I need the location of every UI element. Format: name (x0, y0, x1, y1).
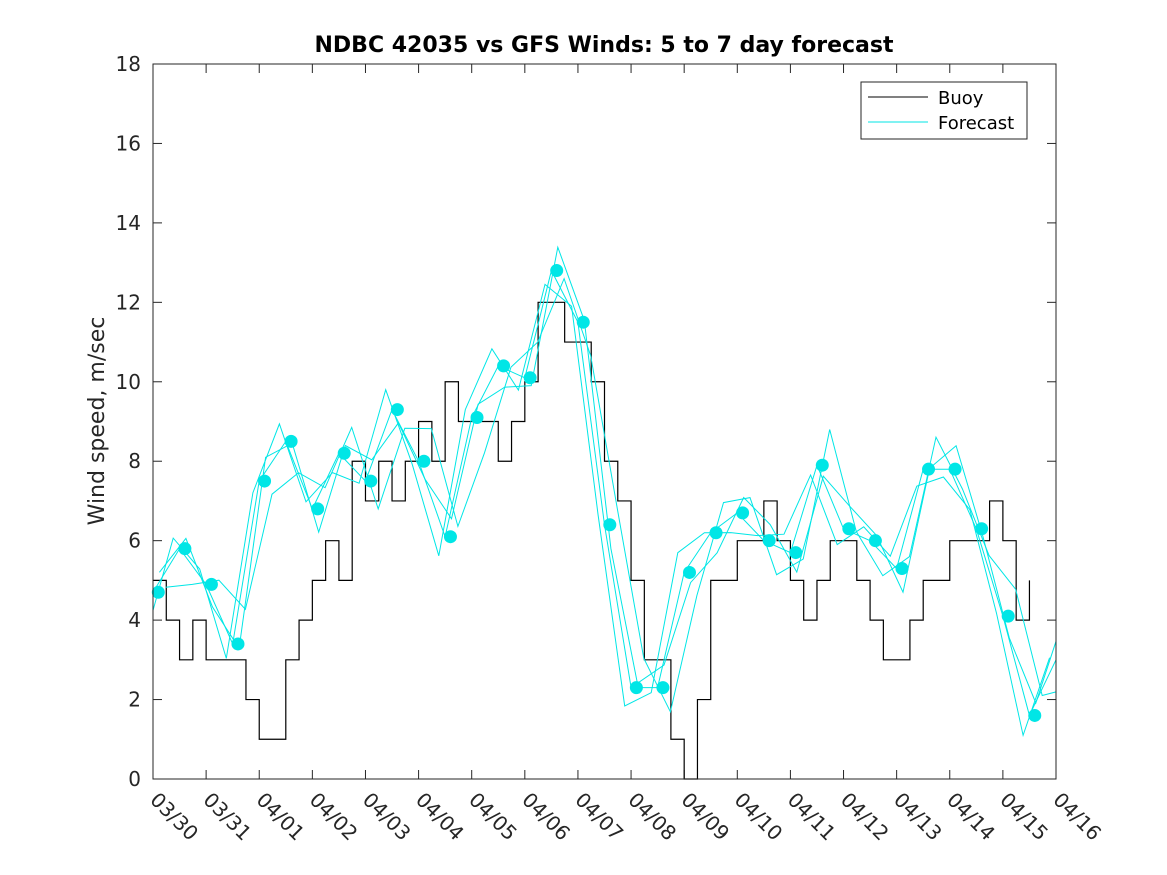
plot-frame (152, 63, 1057, 780)
forecast-point (948, 462, 962, 476)
forecast-point (975, 522, 989, 536)
chart-title: NDBC 42035 vs GFS Winds: 5 to 7 day fore… (315, 33, 894, 58)
y-tick-label: 6 (128, 529, 141, 553)
forecast-point (258, 474, 272, 488)
forecast-point (497, 359, 511, 373)
y-tick-label: 10 (116, 370, 141, 394)
forecast-line (165, 277, 1057, 714)
forecast-point (709, 526, 723, 540)
forecast-point (576, 315, 590, 329)
forecast-point (204, 577, 218, 591)
forecast-point (390, 403, 404, 417)
legend: Buoy Forecast (860, 81, 1028, 140)
forecast-point (470, 411, 484, 425)
y-tick-label: 4 (128, 608, 141, 632)
forecast-point (868, 534, 882, 548)
forecast-point (762, 534, 776, 548)
forecast-point (1028, 708, 1042, 722)
forecast-point (656, 681, 670, 695)
forecast-point (815, 458, 829, 472)
forecast-point (178, 542, 192, 556)
forecast-point (603, 518, 617, 532)
forecast-point (682, 565, 696, 579)
forecast-point (284, 434, 298, 448)
legend-buoy-label: Buoy (938, 88, 984, 109)
y-tick-label: 2 (128, 688, 141, 712)
forecast-point (231, 637, 245, 651)
forecast-point (311, 502, 325, 516)
y-axis: 0 2 4 6 8 10 12 14 16 18 (116, 52, 1056, 791)
forecast-point (364, 474, 378, 488)
forecast-point (550, 264, 564, 278)
buoy-line (153, 301, 1031, 780)
forecast-point (337, 446, 351, 460)
y-tick-label: 16 (116, 131, 141, 155)
forecast-markers (151, 264, 1042, 722)
y-axis-label: Wind speed, m/sec (85, 317, 110, 526)
legend-forecast-label: Forecast (938, 113, 1014, 134)
y-tick-label: 14 (116, 211, 141, 235)
forecast-point (523, 371, 537, 385)
forecast-point (1001, 609, 1015, 623)
forecast-point (629, 681, 643, 695)
buoy-series (153, 301, 1031, 780)
y-tick-label: 18 (116, 52, 141, 76)
forecast-point (443, 530, 457, 544)
forecast-line (152, 283, 1051, 738)
y-tick-label: 8 (128, 449, 141, 473)
forecast-point (417, 454, 431, 468)
forecast-point (151, 585, 165, 599)
legend-box (860, 81, 1028, 140)
forecast-point (842, 522, 856, 536)
forecast-point (789, 546, 803, 560)
forecast-line (159, 245, 1057, 705)
y-tick-label: 12 (116, 290, 141, 314)
forecast-point (895, 561, 909, 575)
forecast-point (922, 462, 936, 476)
y-tick-label: 0 (128, 767, 141, 791)
forecast-point (736, 506, 750, 520)
